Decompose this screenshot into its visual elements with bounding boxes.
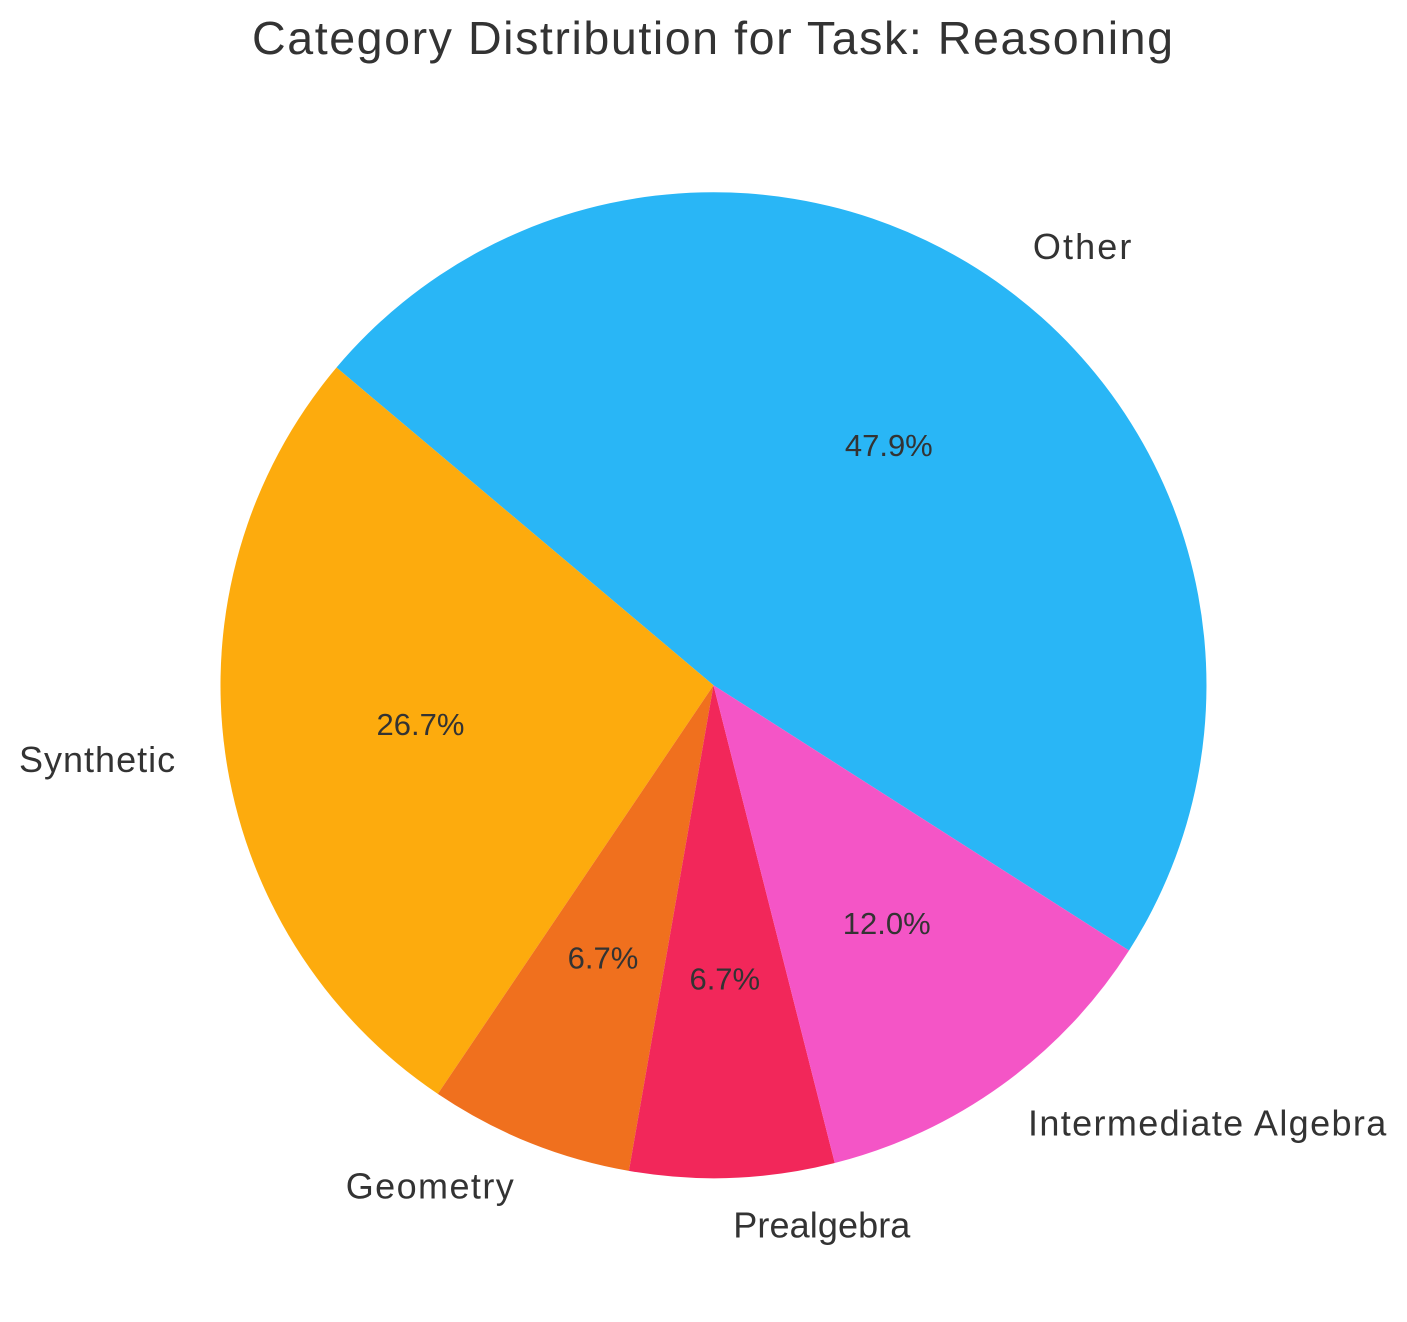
svg-text:6.7%: 6.7%	[689, 962, 760, 997]
svg-text:6.7%: 6.7%	[568, 941, 639, 976]
svg-text:Geometry: Geometry	[346, 1166, 516, 1207]
svg-text:Synthetic: Synthetic	[19, 739, 176, 780]
svg-text:Intermediate Algebra: Intermediate Algebra	[1028, 1102, 1388, 1143]
svg-text:Category Distribution for Task: Category Distribution for Task: Reasonin…	[252, 12, 1175, 64]
svg-text:Prealgebra: Prealgebra	[733, 1205, 911, 1246]
svg-text:Other: Other	[1033, 226, 1134, 267]
svg-text:26.7%: 26.7%	[377, 707, 465, 742]
svg-text:47.9%: 47.9%	[845, 428, 933, 463]
svg-text:12.0%: 12.0%	[843, 906, 931, 941]
